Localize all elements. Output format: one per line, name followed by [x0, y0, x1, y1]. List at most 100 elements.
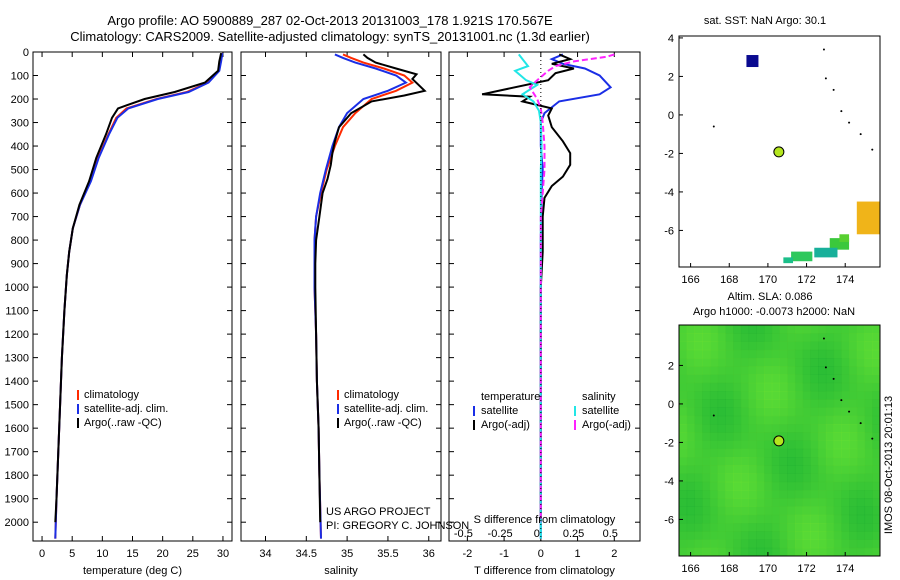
sla-cell — [841, 498, 850, 507]
coast-point — [824, 366, 827, 369]
sla-cell — [702, 539, 711, 549]
sla-cell — [748, 523, 757, 532]
sla-cell — [872, 539, 881, 549]
sla-cell — [787, 481, 796, 491]
sla-cell — [818, 333, 827, 342]
sla-cell — [679, 539, 688, 549]
sla-cell — [849, 448, 858, 458]
sla-cell — [864, 465, 873, 474]
sla-cell — [748, 391, 757, 400]
sla-cell — [833, 358, 842, 367]
sla-cell — [825, 481, 835, 491]
sla-cell — [833, 473, 842, 483]
sla-cell — [833, 490, 842, 499]
sla-cell — [709, 523, 719, 532]
sla-cell — [779, 366, 788, 375]
y-tick-label: -4 — [664, 476, 674, 488]
sla-cell — [779, 407, 788, 417]
sla-cell — [679, 333, 688, 342]
sla-cell — [864, 374, 873, 384]
sla-cell — [771, 481, 780, 491]
sla-cell — [794, 358, 804, 367]
sla-cell — [686, 325, 695, 334]
sla-cell — [748, 415, 757, 425]
sla-cell — [810, 358, 819, 367]
sla-cell — [771, 366, 780, 375]
sla-cell — [717, 465, 726, 474]
x-top-tick-label: 0.5 — [603, 528, 618, 540]
sla-cell — [764, 531, 773, 540]
sla-cell — [733, 374, 742, 384]
sla-cell — [740, 531, 750, 540]
sla-cell — [818, 424, 827, 433]
sla-cell — [779, 391, 788, 400]
sla-cell — [849, 407, 858, 417]
sla-cell — [787, 498, 796, 507]
y-tick-label: -2 — [664, 437, 674, 449]
sla-cell — [702, 374, 711, 384]
sla-cell — [825, 465, 835, 474]
sla-cell — [825, 366, 835, 375]
sst-patch — [814, 247, 838, 258]
sla-cell — [748, 465, 757, 474]
sla-cell — [709, 399, 719, 408]
sla-cell — [810, 349, 819, 359]
sla-cell — [748, 341, 757, 351]
sla-cell — [717, 539, 726, 549]
sla-cell — [686, 490, 695, 499]
sla-cell — [856, 465, 866, 474]
sla-cell — [818, 473, 827, 483]
sla-cell — [818, 349, 827, 359]
sla-cell — [679, 457, 688, 466]
sla-cell — [725, 531, 734, 540]
sla-cell — [872, 531, 881, 540]
sla-cell — [849, 473, 858, 483]
sla-cell — [679, 448, 688, 458]
x-axis-label: salinity — [324, 565, 358, 577]
x-tick-label: 25 — [187, 548, 199, 560]
sla-cell — [764, 366, 773, 375]
sla-cell — [748, 325, 757, 334]
sla-cell — [802, 539, 811, 549]
sla-cell — [702, 399, 711, 408]
sla-cell — [818, 341, 827, 351]
sla-cell — [841, 415, 850, 425]
sla-cell — [725, 333, 734, 342]
sla-cell — [748, 481, 757, 491]
y-tick-label: 1000 — [5, 282, 29, 294]
sla-cell — [802, 506, 811, 516]
sla-cell — [709, 498, 719, 507]
sla-cell — [740, 514, 750, 524]
sla-cell — [818, 490, 827, 499]
sla-cell — [864, 506, 873, 516]
figure-title-line-2: Climatology: CARS2009. Satellite-adjuste… — [70, 29, 590, 44]
sla-cell — [748, 448, 757, 458]
sla-cell — [833, 547, 842, 557]
sla-cell — [756, 407, 765, 417]
sla-cell — [740, 523, 750, 532]
sla-cell — [794, 407, 804, 417]
legend-label: satellite — [481, 405, 518, 417]
legend-label: Argo(-adj) — [481, 419, 530, 431]
sla-cell — [756, 448, 765, 458]
sla-cell — [787, 407, 796, 417]
sla-cell — [686, 432, 695, 441]
sla-cell — [679, 399, 688, 408]
sla-cell — [802, 457, 811, 466]
sla-cell — [694, 415, 703, 425]
y-tick-label: 1300 — [5, 353, 29, 365]
sla-cell — [810, 448, 819, 458]
sla-cell — [825, 440, 835, 450]
sla-cell — [794, 325, 804, 334]
plot-frame-difference-profile — [448, 51, 641, 542]
sla-cell — [802, 448, 811, 458]
sla-cell — [841, 341, 850, 351]
sla-cell — [833, 514, 842, 524]
sla-cell — [810, 382, 819, 392]
sla-cell — [771, 325, 780, 334]
sla-cell — [694, 490, 703, 499]
sla-cell — [694, 333, 703, 342]
sla-cell — [756, 382, 765, 392]
sla-cell — [756, 325, 765, 334]
sla-cell — [748, 349, 757, 359]
